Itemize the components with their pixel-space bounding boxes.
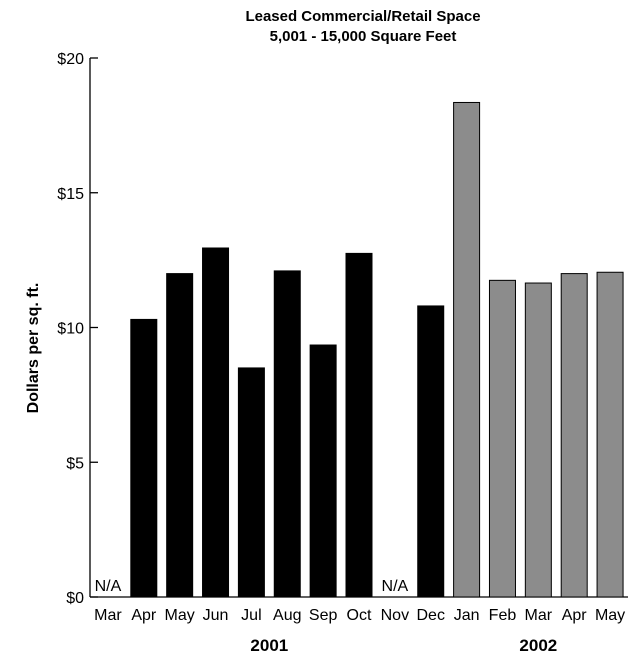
bar-aug-2001 — [273, 270, 301, 598]
x-tick-label: Mar — [525, 607, 553, 624]
y-tick-label: $15 — [57, 186, 84, 203]
x-tick-label: May — [595, 607, 625, 624]
x-tick-label: Mar — [94, 607, 122, 624]
chart-title: Leased Commercial/Retail Space — [245, 8, 480, 25]
bar-jan-2002 — [453, 101, 481, 598]
bar-jul-2001 — [237, 367, 265, 598]
x-tick-label: Feb — [489, 607, 517, 624]
bar-apr-2001 — [130, 318, 158, 598]
x-tick-label: Dec — [417, 607, 445, 624]
x-tick-label: May — [165, 607, 195, 624]
bar-sep-2001 — [309, 344, 337, 598]
x-tick-label: Apr — [131, 607, 157, 624]
bar-may-2002 — [596, 271, 624, 598]
x-tick-label: Nov — [381, 607, 409, 624]
x-tick-label: Jun — [203, 607, 229, 624]
x-tick-label: Sep — [309, 607, 338, 624]
na-label: N/A — [382, 578, 409, 595]
y-tick-label: $10 — [57, 321, 84, 338]
x-tick-label: Jul — [241, 607, 261, 624]
bar-mar-2002 — [524, 282, 552, 598]
y-axis-label: Dollars per sq. ft. — [25, 283, 42, 414]
x-tick-label: Aug — [273, 607, 301, 624]
y-tick-label: $20 — [57, 51, 84, 68]
year-group-label: 2001 — [250, 636, 288, 655]
chart-subtitle: 5,001 - 15,000 Square Feet — [270, 28, 457, 45]
year-group-label: 2002 — [519, 636, 557, 655]
x-tick-label: Apr — [562, 607, 588, 624]
na-label: N/A — [95, 578, 122, 595]
y-tick-label: $5 — [66, 455, 84, 472]
bar-dec-2001 — [417, 305, 445, 598]
bar-may-2001 — [166, 273, 194, 598]
bar-apr-2002 — [560, 273, 588, 598]
bar-oct-2001 — [345, 252, 373, 598]
y-tick-label: $0 — [66, 590, 84, 607]
x-tick-label: Jan — [454, 607, 480, 624]
x-tick-label: Oct — [347, 607, 372, 624]
bar-jun-2001 — [202, 247, 230, 598]
bar-feb-2002 — [488, 279, 516, 598]
